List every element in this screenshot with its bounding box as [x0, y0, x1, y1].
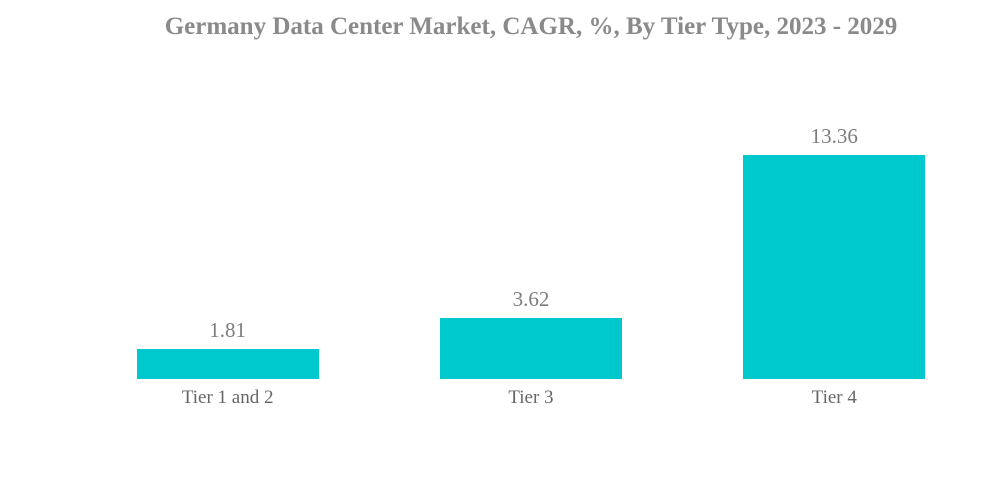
chart-title: Germany Data Center Market, CAGR, %, By …: [164, 13, 898, 40]
bar: [136, 349, 319, 379]
bar: [743, 155, 926, 379]
bar-group: 3.62: [379, 286, 682, 379]
bar-group: 1.81: [76, 317, 379, 379]
bar-value-label: 13.36: [810, 123, 858, 148]
bar-value-label: 1.81: [209, 317, 247, 342]
bar: [439, 318, 622, 379]
x-axis-label: Tier 3: [508, 387, 554, 408]
bar-group: 13.36: [683, 123, 986, 379]
x-axis-label: Tier 1 and 2: [181, 387, 274, 408]
bar-value-label: 3.62: [512, 286, 550, 311]
x-axis-label: Tier 4: [811, 387, 857, 408]
